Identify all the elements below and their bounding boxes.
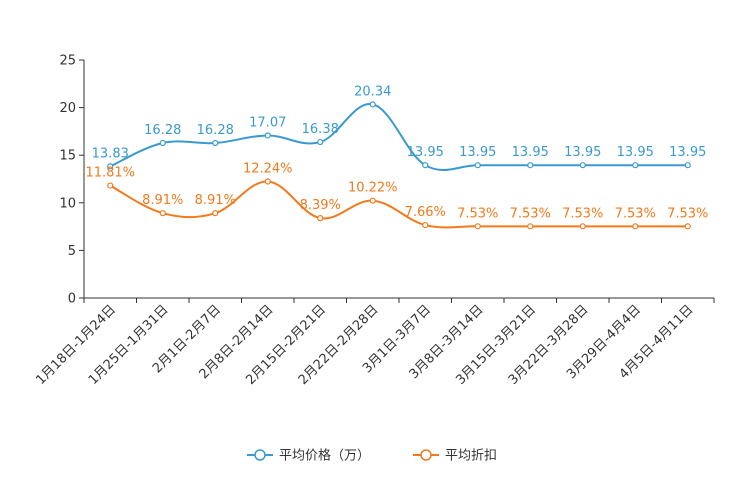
data-point[interactable] [107,182,114,189]
data-point[interactable] [264,178,271,185]
data-label: 12.24% [243,161,293,176]
data-point[interactable] [474,223,481,230]
data-point[interactable] [422,162,429,169]
data-point[interactable] [159,139,166,147]
y-tick-label: 5 [68,244,76,259]
data-labels: 13.83 16.28 16.28 17.07 16.38 20.34 13.95 13.95… [85,84,708,221]
data-label: 13.95 [407,145,444,160]
data-label: 17.07 [249,115,286,130]
data-point[interactable] [579,223,586,230]
data-label: 7.53% [510,206,551,221]
y-tick-label: 10 [59,196,76,211]
data-label: 13.95 [564,145,601,160]
data-point[interactable] [317,215,324,222]
y-tick-label: 15 [59,149,76,164]
y-tick-label: 20 [59,101,76,116]
data-label: 8.39% [300,198,341,213]
data-point[interactable] [369,101,376,108]
data-point[interactable] [474,162,481,169]
legend-item-1[interactable]: 平均折扣 [413,449,497,464]
data-point[interactable] [159,210,166,217]
data-label: 13.95 [459,145,496,160]
data-point[interactable] [684,162,691,169]
data-label: 13.95 [617,145,654,160]
data-point[interactable] [422,221,429,229]
data-label: 13.95 [512,145,549,160]
data-label: 7.53% [562,206,603,221]
data-point[interactable] [212,139,219,147]
data-label: 10.22% [348,181,398,196]
data-label: 7.66% [405,205,446,220]
data-label: 8.91% [142,193,183,208]
data-point[interactable] [107,163,114,170]
legend-swatch-marker [254,449,266,461]
legend-swatch-marker [420,449,432,461]
data-label: 7.53% [667,206,708,221]
legend-item-0[interactable]: 平均价格（万） [247,448,370,464]
data-label: 7.53% [615,206,656,221]
data-point[interactable] [527,162,534,169]
data-label: 16.28 [197,123,234,138]
data-point[interactable] [317,138,324,146]
data-label: 8.91% [195,193,236,208]
series-lines [107,101,691,230]
legend-label: 平均价格（万） [279,448,370,464]
y-tick-label: 25 [59,54,76,69]
data-point[interactable] [632,223,639,230]
data-point[interactable] [527,223,534,230]
data-point[interactable] [264,132,271,139]
data-point[interactable] [684,223,691,230]
legend[interactable]: 平均价格（万） 平均折扣 [247,448,497,464]
data-label: 16.28 [144,123,181,138]
data-point[interactable] [369,197,376,204]
data-label: 7.53% [457,206,498,221]
y-tick-label: 0 [68,292,76,307]
data-label: 11.81% [85,166,135,181]
data-point[interactable] [632,162,639,169]
data-label: 13.95 [669,145,706,160]
data-label: 20.34 [354,84,391,99]
data-label: 13.83 [92,146,129,161]
data-point[interactable] [579,162,586,169]
legend-label: 平均折扣 [445,449,497,464]
data-point[interactable] [212,210,219,217]
data-label: 16.38 [302,122,339,137]
